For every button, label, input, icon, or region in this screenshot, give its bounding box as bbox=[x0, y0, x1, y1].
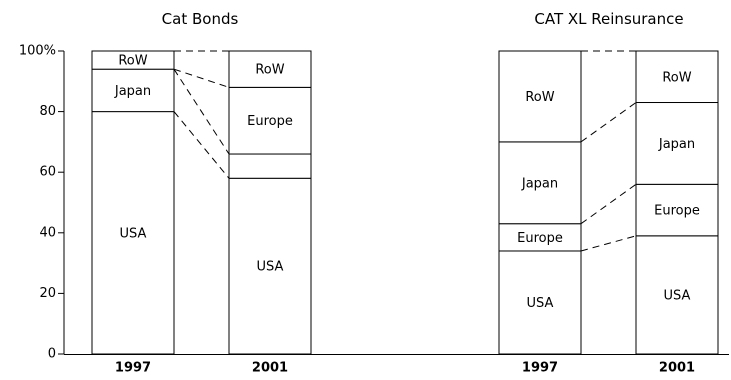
bar-segment bbox=[228, 86, 312, 155]
bar-segment bbox=[91, 50, 175, 70]
segment-label: Japan bbox=[521, 176, 558, 191]
connector-lines bbox=[173, 50, 637, 252]
y-tick-label: 60 bbox=[39, 165, 56, 180]
connector-line bbox=[580, 102, 637, 143]
connector-line bbox=[580, 235, 637, 252]
segment-label: Japan bbox=[658, 137, 695, 152]
connector-line bbox=[173, 68, 230, 155]
bar-segment bbox=[498, 50, 582, 143]
segment-label: RoW bbox=[525, 90, 554, 105]
segment-label: USA bbox=[120, 226, 147, 241]
bar-segment bbox=[498, 141, 582, 225]
bar-segment bbox=[228, 50, 312, 88]
x-tick-label: 1997 bbox=[522, 361, 558, 376]
x-tick-label: 2001 bbox=[659, 361, 695, 376]
segment-label: Europe bbox=[654, 204, 700, 219]
y-tick-label: 100% bbox=[19, 44, 56, 59]
segment-label: Europe bbox=[517, 231, 563, 246]
connector-line bbox=[580, 183, 637, 225]
bar-segment bbox=[91, 68, 175, 113]
bar-segment bbox=[228, 153, 312, 179]
y-axis: 0 20 40 60 80 100% bbox=[19, 44, 729, 362]
y-tick-label: 0 bbox=[48, 347, 56, 362]
segment-label: RoW bbox=[118, 54, 147, 69]
bar-segment bbox=[498, 250, 582, 355]
labels: USA Japan RoW 1997 USA Europe RoW 2001 USA Europe… bbox=[114, 54, 700, 376]
connector-line bbox=[173, 68, 230, 88]
y-tick-label: 80 bbox=[39, 104, 56, 119]
bar-segment bbox=[635, 50, 719, 104]
y-tick-label: 40 bbox=[39, 225, 56, 240]
segment-label: Europe bbox=[247, 114, 293, 129]
bar-segment bbox=[498, 223, 582, 252]
bar-segment bbox=[228, 177, 312, 355]
segment-label: RoW bbox=[662, 70, 691, 85]
connector-line bbox=[173, 111, 230, 179]
chart-title-cat-bonds: Cat Bonds bbox=[162, 10, 239, 28]
chart-title-cat-xl-reinsurance: CAT XL Reinsurance bbox=[534, 10, 683, 28]
segment-label: RoW bbox=[255, 63, 284, 78]
bars bbox=[91, 50, 719, 355]
segment-label: Japan bbox=[114, 84, 151, 99]
segment-label: USA bbox=[527, 296, 554, 311]
y-tick-label: 20 bbox=[39, 286, 56, 301]
bar-segment bbox=[635, 235, 719, 355]
x-tick-label: 2001 bbox=[252, 361, 288, 376]
bar-segment bbox=[91, 111, 175, 355]
segment-label: USA bbox=[257, 260, 284, 275]
segment-label: USA bbox=[664, 288, 691, 303]
x-tick-label: 1997 bbox=[115, 361, 151, 376]
